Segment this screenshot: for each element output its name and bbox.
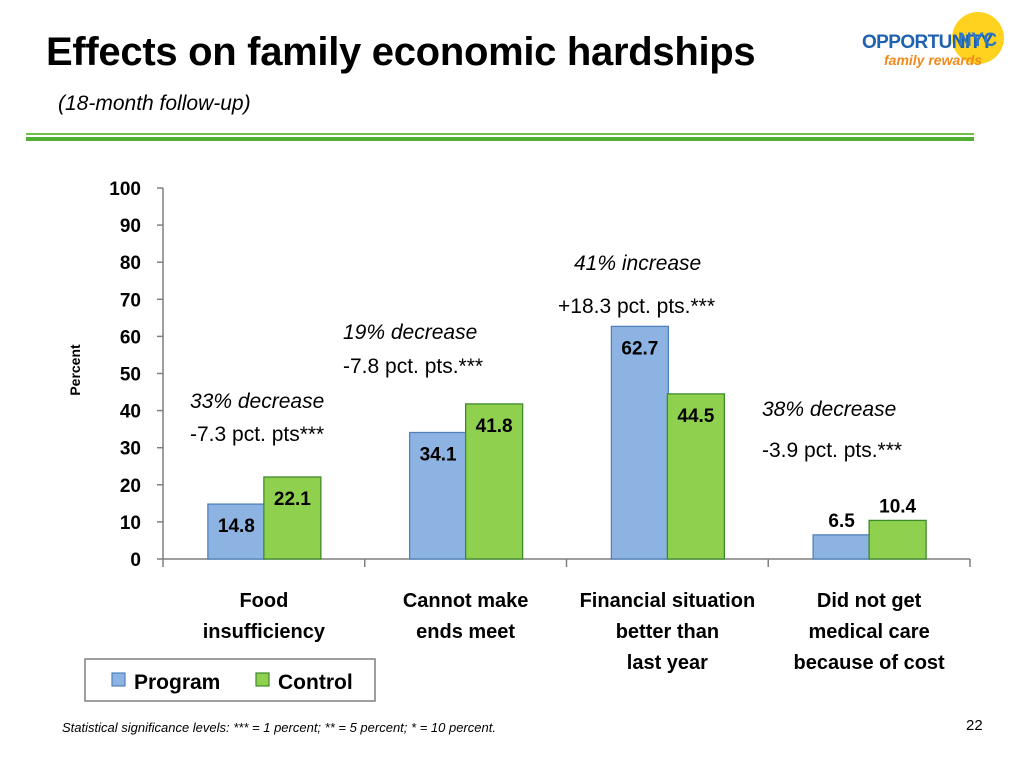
y-tick-label: 70	[120, 290, 141, 311]
annotation-impact: -7.3 pct. pts***	[190, 423, 324, 446]
category-label: insufficiency	[203, 621, 326, 643]
bar-control	[666, 393, 726, 560]
logo-city: NYC	[958, 30, 997, 51]
y-tick-label: 20	[120, 476, 141, 497]
data-label-program: 14.8	[218, 516, 255, 537]
title-divider-thin	[26, 133, 974, 135]
opportunity-nyc-logo: OPPORTUNITY NYC family rewards	[862, 12, 1006, 70]
logo-circle-icon	[952, 12, 1004, 64]
data-label-program: 6.5	[828, 511, 855, 532]
slide-subtitle: (18-month follow-up)	[58, 92, 251, 115]
category-label: ends meet	[416, 621, 515, 643]
title-divider-thick	[26, 137, 974, 141]
category-label: medical care	[809, 621, 930, 643]
data-label-control: 44.5	[677, 406, 714, 427]
y-tick-label: 60	[120, 327, 141, 348]
annotation-impact: -7.8 pct. pts.***	[343, 355, 483, 378]
category-label: Financial situation	[580, 590, 756, 612]
annotation-impact: -3.9 pct. pts.***	[762, 439, 902, 462]
legend-label-program: Program	[134, 671, 220, 694]
annotation-effect: 19% decrease	[343, 321, 477, 344]
annotation-impact: +18.3 pct. pts.***	[558, 295, 715, 318]
y-tick-label: 10	[120, 513, 141, 534]
logo-tagline: family rewards	[884, 52, 983, 68]
legend-label-control: Control	[278, 671, 353, 694]
y-tick-label: 100	[109, 179, 141, 200]
data-label-program: 62.7	[621, 338, 658, 359]
y-tick-label: 40	[120, 402, 141, 423]
category-label: last year	[627, 652, 708, 674]
y-tick-label: 50	[120, 365, 141, 386]
data-label-control: 22.1	[274, 489, 311, 510]
legend-swatch-program	[111, 672, 126, 687]
legend-swatch-control	[255, 672, 270, 687]
bar-control	[464, 403, 524, 560]
annotation-effect: 33% decrease	[190, 390, 324, 413]
bar-control	[263, 476, 322, 560]
page-number: 22	[966, 717, 983, 734]
y-tick-label: 80	[120, 253, 141, 274]
data-label-program: 34.1	[420, 444, 457, 465]
bar-program	[408, 431, 468, 560]
annotation-effect: 38% decrease	[762, 398, 896, 421]
y-tick-label: 30	[120, 439, 141, 460]
bar-program	[812, 534, 871, 560]
bar-control	[868, 519, 927, 560]
annotation-effect: 41% increase	[574, 252, 701, 275]
data-label-control: 41.8	[476, 416, 513, 437]
y-axis-label: Percent	[67, 344, 83, 396]
category-label: better than	[616, 621, 719, 643]
y-tick-label: 90	[120, 216, 141, 237]
category-label: Cannot make	[403, 590, 529, 612]
category-label: Food	[239, 590, 288, 612]
category-label: Did not get	[817, 590, 922, 612]
logo-word: OPPORTUNITY	[862, 32, 993, 53]
bar-program	[610, 325, 670, 560]
y-tick-label: 0	[130, 550, 141, 571]
legend-box	[84, 658, 376, 702]
category-label: because of cost	[794, 652, 946, 674]
slide-title: Effects on family economic hardships	[46, 30, 756, 74]
significance-footnote: Statistical significance levels: *** = 1…	[62, 720, 496, 735]
data-label-control: 10.4	[879, 496, 916, 517]
